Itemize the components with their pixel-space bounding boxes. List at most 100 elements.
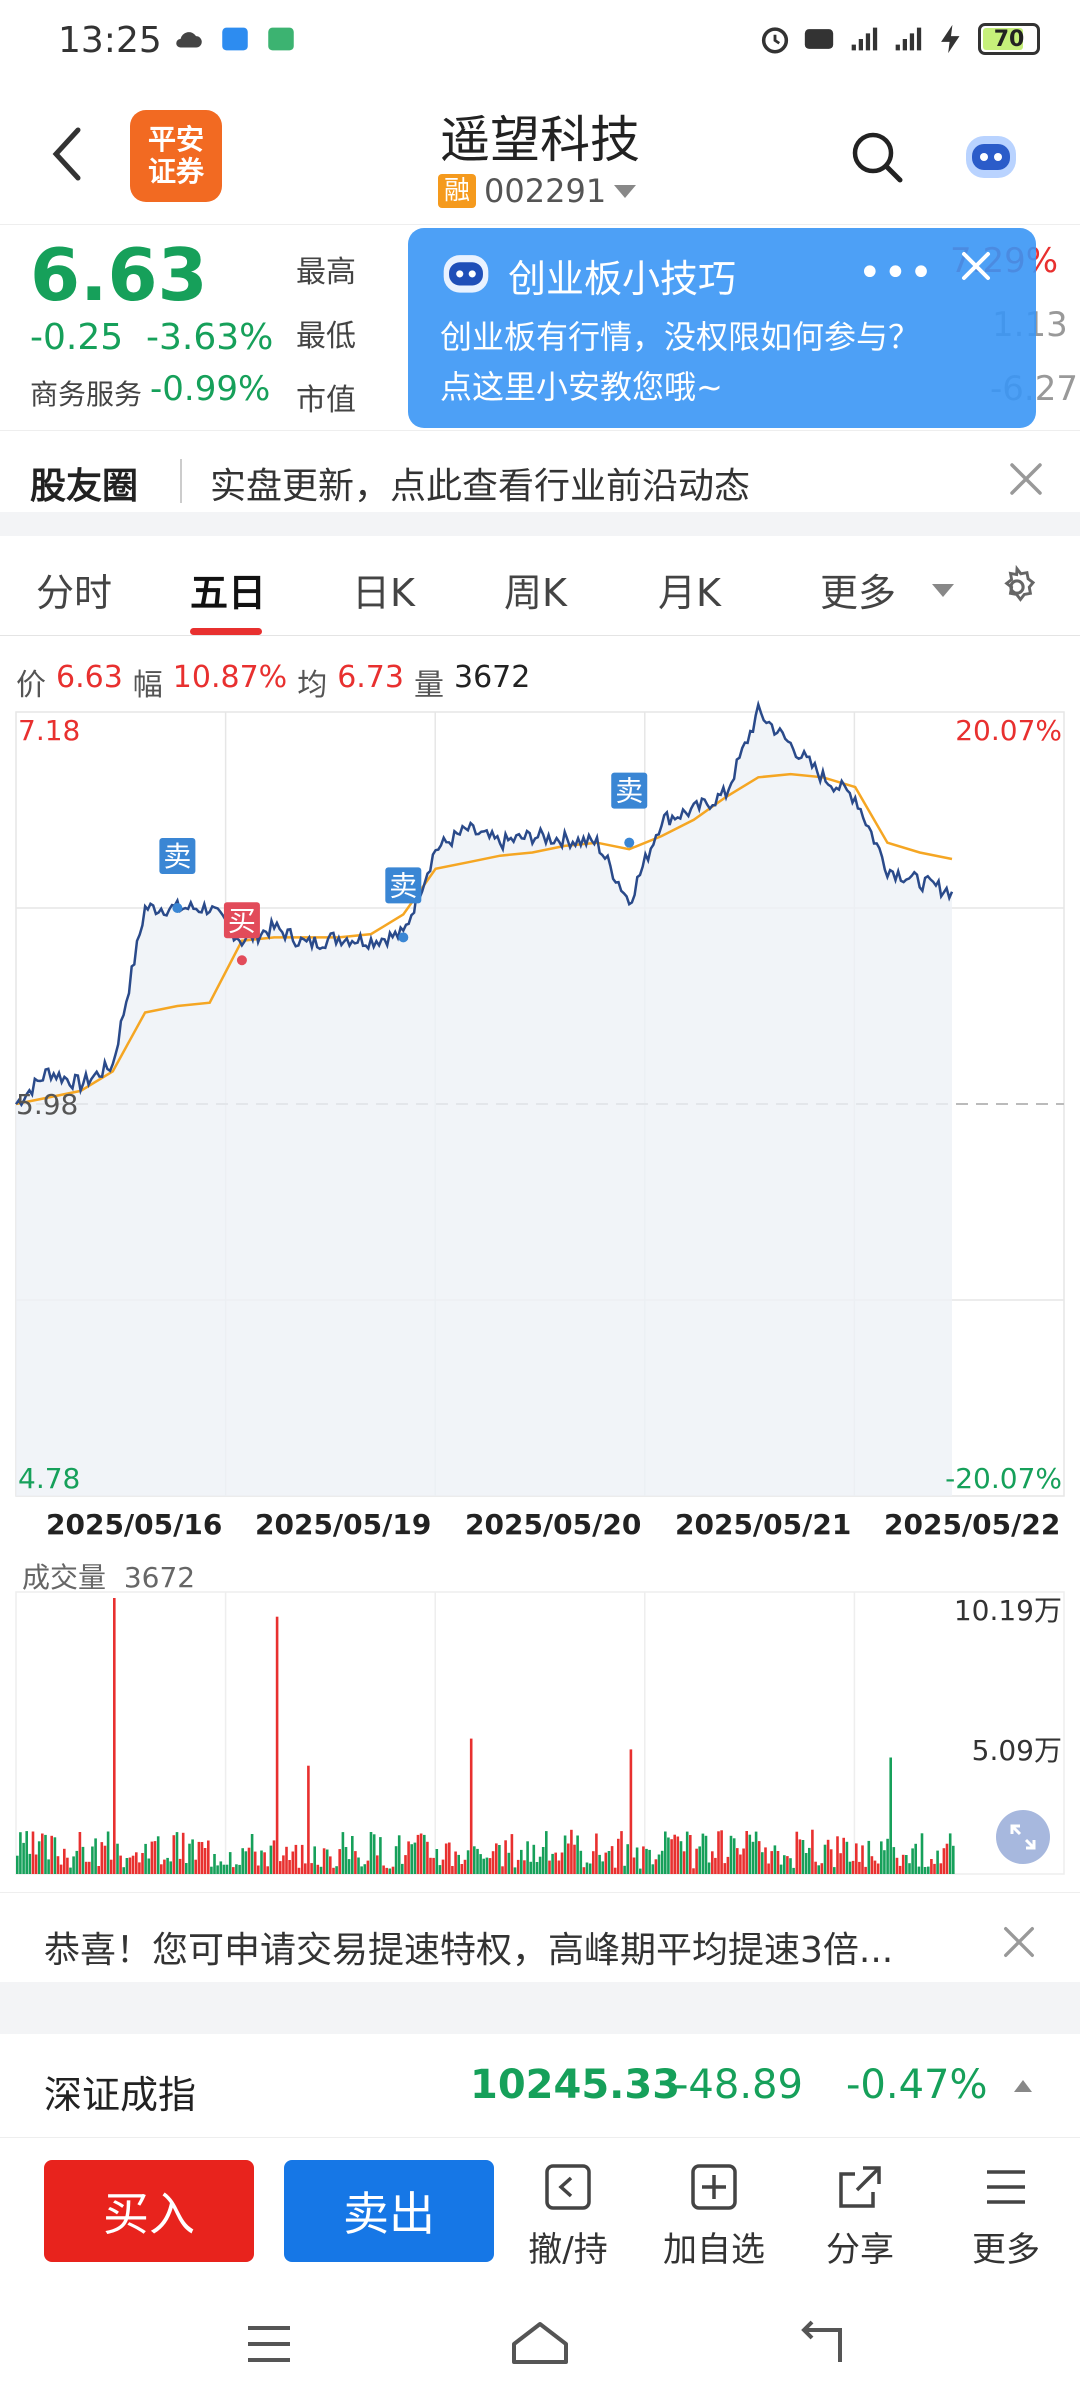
average-price-line [15,772,953,1106]
volume-bar [560,1852,564,1874]
volume-bar [867,1840,871,1874]
volume-bar [222,1864,226,1874]
volume-bar [213,1854,216,1874]
volume-bar [260,1850,263,1874]
stock-code-selector[interactable]: 融 002291 [438,172,637,210]
tab-weekly-k[interactable]: 周K [504,571,567,615]
volume-bar [397,1835,401,1874]
volume-bar [711,1851,714,1874]
assistant-robot-icon[interactable] [960,128,1022,184]
volume-bar [91,1846,94,1874]
volume-bar [122,1867,125,1874]
trade-action-bar: 买入 卖出 撤/持 加自选 分享 更多 [0,2140,1080,2280]
volume-bar [469,1738,473,1874]
y-min-pct-label: -20.07% [945,1462,1062,1495]
add-watchlist-button[interactable]: 加自选 [654,2160,774,2271]
volume-bar [757,1841,761,1874]
more-button[interactable]: 更多 [946,2160,1066,2271]
broker-logo[interactable]: 平安 证券 [130,110,222,202]
volume-bar [41,1833,44,1874]
y-base-label: 5.98 [16,1088,78,1121]
tab-more[interactable]: 更多 [820,571,897,615]
buy-button[interactable]: 买入 [44,2160,254,2262]
community-bar[interactable]: 股友圈 实盘更新，点此查看行业前沿动态 [0,430,1080,530]
price-change: -0.25 [30,317,124,358]
speedup-notice[interactable]: 恭喜！您可申请交易提速特权，高峰期平均提速3倍... [0,1892,1080,1992]
volume-bar [864,1866,867,1874]
tip-line-1: 创业板有行情，没权限如何参与？ [440,318,921,356]
volume-bar [225,1864,229,1874]
volume-bar [886,1838,889,1874]
volume-bar [920,1833,924,1874]
volume-bar [347,1859,351,1874]
volume-bar [942,1848,946,1874]
close-icon[interactable] [1000,1923,1038,1961]
fullscreen-button[interactable] [996,1810,1050,1864]
volume-bar [742,1848,745,1874]
volume-bar [504,1840,507,1874]
volume-bar [66,1857,69,1874]
volume-bar [438,1865,442,1874]
tab-intraday[interactable]: 分时 [36,571,113,615]
volume-bar [272,1840,276,1874]
volume-bar [870,1856,874,1874]
close-icon[interactable] [956,246,996,286]
chevron-up-icon[interactable] [1014,2080,1032,2092]
market-index-bar[interactable]: 深证成指 10245.33 -48.89 -0.47% [0,2034,1080,2138]
tab-five-day[interactable]: 五日 [190,571,267,615]
app-header: 平安 证券 遥望科技 融 002291 [0,84,1080,224]
back-nav-icon[interactable] [796,2318,846,2368]
withdraw-hold-button[interactable]: 撤/持 [508,2160,628,2271]
volume-bar [84,1861,88,1874]
menu-nav-icon[interactable] [244,2322,294,2366]
volume-bar [491,1851,495,1874]
volume-bar [344,1847,348,1874]
home-nav-icon[interactable] [508,2318,572,2368]
volume-bar [488,1858,492,1874]
buy-marker: 买 [223,902,260,939]
trade-marker-dot [624,837,635,848]
app-notification-icon [222,27,248,51]
y-min-label: 4.78 [18,1462,80,1495]
volume-bar [895,1857,899,1874]
volume-bar [498,1845,501,1874]
volume-bar [22,1842,25,1874]
volume-bar [642,1846,645,1874]
volume-bar [238,1864,241,1874]
back-icon[interactable] [44,124,92,184]
volume-bar [441,1859,445,1874]
add-icon [691,2164,737,2210]
sell-button[interactable]: 卖出 [284,2160,494,2262]
tab-monthly-k[interactable]: 月K [658,571,721,615]
volume-bar [792,1867,795,1874]
volume-bar [714,1857,717,1874]
volume-bar [25,1831,28,1874]
share-button[interactable]: 分享 [800,2160,920,2271]
volume-bar [153,1841,157,1874]
date-label: 2025/05/21 [675,1508,852,1541]
tip-popup[interactable]: 创业板小技巧 ••• 创业板有行情，没权限如何参与？ 点这里小安教您哦~ [408,228,1036,428]
volume-bar [545,1831,548,1874]
volume-bar [294,1844,298,1874]
volume-bar [28,1853,32,1874]
legend-price: 6.63 [56,660,123,695]
close-icon[interactable] [1006,459,1046,499]
volume-bar [304,1863,307,1874]
volume-bar [407,1841,410,1874]
volume-bar [341,1832,345,1874]
volume-bar [19,1832,22,1874]
volume-bar [379,1837,382,1874]
search-icon[interactable] [850,130,904,184]
more-options-icon[interactable]: ••• [858,250,935,296]
volume-bar [751,1841,755,1874]
marker-badge [385,867,422,904]
volume-bar [376,1855,379,1874]
settings-gear-icon[interactable] [994,564,1040,610]
volume-bar [842,1837,845,1874]
sector-name[interactable]: 商务服务 [30,378,143,411]
volume-chart[interactable]: 10.19万 5.09万 [0,1590,1080,1880]
tab-daily-k[interactable]: 日K [352,571,415,615]
volume-bar [820,1863,824,1874]
volume-bar [172,1835,176,1874]
